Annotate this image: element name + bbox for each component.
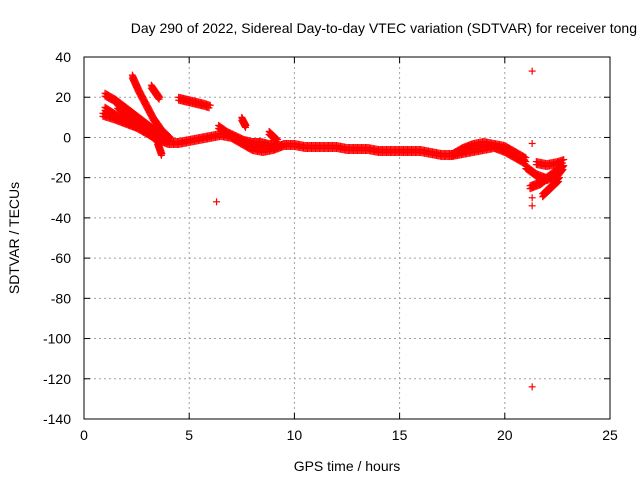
data-point <box>556 166 564 174</box>
y-tick-label: 0 <box>63 129 71 145</box>
data-point <box>206 101 214 109</box>
data-point <box>274 135 282 143</box>
data-point <box>558 159 566 167</box>
x-tick-label: 15 <box>392 427 408 443</box>
x-tick-label: 10 <box>287 427 303 443</box>
y-axis-label: SDTVAR / TECUs <box>6 182 22 294</box>
data-point <box>560 156 568 164</box>
x-tick-labels: 0 5 10 15 20 25 <box>80 427 618 443</box>
outlier-point <box>528 202 536 210</box>
axis-ticks <box>83 56 611 420</box>
data-point <box>156 93 164 101</box>
y-tick-label: -80 <box>51 290 71 306</box>
x-tick-label: 0 <box>80 427 88 443</box>
outlier-point <box>528 194 536 202</box>
y-tick-label: -20 <box>51 170 71 186</box>
x-tick-label: 20 <box>497 427 513 443</box>
y-tick-label: 20 <box>55 89 71 105</box>
data-point <box>158 150 166 158</box>
chart-title: Day 290 of 2022, Sidereal Day-to-day VTE… <box>131 20 637 36</box>
y-tick-label: -100 <box>43 331 71 347</box>
data-point <box>130 119 138 127</box>
y-tick-label: -120 <box>43 371 71 387</box>
plot-frame <box>83 56 611 420</box>
outlier-point <box>528 67 536 75</box>
x-tick-label: 5 <box>185 427 193 443</box>
data-point <box>557 165 565 173</box>
data-point <box>555 178 563 186</box>
y-tick-labels: 40 20 0 -20 -40 -60 -80 -100 -120 -140 <box>43 49 71 427</box>
data-point <box>554 178 562 186</box>
outlier-point <box>213 198 221 206</box>
outlier-point <box>528 139 536 147</box>
x-tick-label: 25 <box>602 427 618 443</box>
outlier-point <box>528 383 536 391</box>
y-tick-label: -60 <box>51 250 71 266</box>
data-point <box>522 154 530 162</box>
y-tick-label: -40 <box>51 210 71 226</box>
data-point <box>166 133 174 141</box>
y-tick-label: -140 <box>43 411 71 427</box>
x-axis-label: GPS time / hours <box>294 458 401 474</box>
grid-lines <box>84 57 610 419</box>
data-point <box>242 121 250 129</box>
y-tick-label: 40 <box>55 49 71 65</box>
data-point <box>556 174 564 182</box>
data-points <box>99 67 568 391</box>
